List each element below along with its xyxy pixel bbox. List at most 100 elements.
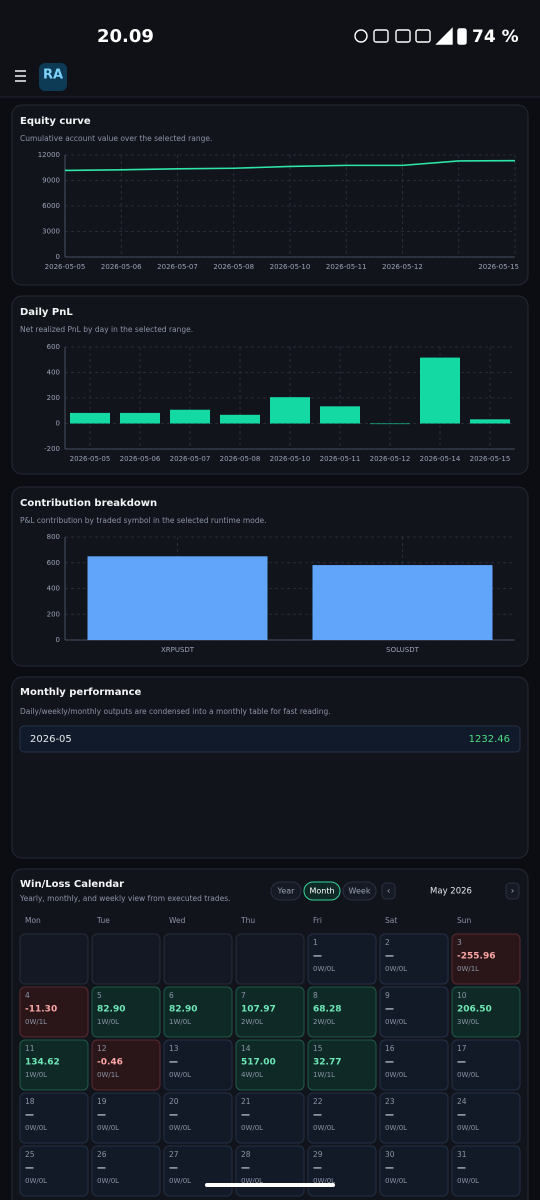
calendar-cell[interactable] (163, 986, 233, 1038)
logo-text: RA (43, 68, 63, 83)
calendar-cell[interactable] (451, 933, 521, 985)
calendar-cell[interactable] (19, 1145, 89, 1197)
cell-day: 3 (457, 938, 462, 947)
card-title: Equity curve (20, 116, 91, 127)
cell-day: 6 (169, 991, 174, 1000)
calendar-cell[interactable] (307, 1039, 377, 1091)
cell-pnl: — (385, 1111, 394, 1121)
cell-day: 5 (97, 991, 102, 1000)
calendar-cell[interactable] (451, 986, 521, 1038)
cell-pnl: -0.46 (97, 1058, 123, 1068)
bar (120, 412, 160, 424)
calendar-cell[interactable] (451, 1145, 521, 1197)
cell-pnl: — (313, 1164, 322, 1174)
bar (70, 412, 110, 424)
y-tick-label: 12000 (38, 151, 60, 159)
calendar-cell[interactable] (307, 933, 377, 985)
calendar-cell[interactable] (91, 1039, 161, 1091)
y-tick-label: 3000 (42, 228, 60, 236)
cell-pnl: — (385, 1005, 394, 1015)
cell-record: 0W/0L (313, 1124, 335, 1132)
cell-pnl: 82.90 (97, 1005, 125, 1015)
cell-pnl: — (169, 1164, 178, 1174)
cell-day: 11 (25, 1044, 35, 1053)
calendar-cell[interactable] (451, 1092, 521, 1144)
view-button[interactable] (342, 881, 377, 901)
cell-record: 0W/0L (169, 1177, 191, 1185)
signal-icon (435, 27, 453, 45)
prev-button[interactable] (381, 882, 396, 900)
card-subtitle: Yearly, monthly, and weekly view from ex… (19, 894, 231, 903)
cell-record: 0W/0L (169, 1071, 191, 1079)
calendar-cell[interactable] (379, 933, 449, 985)
cell-pnl: — (97, 1164, 106, 1174)
calendar-cell[interactable] (91, 1145, 161, 1197)
card-title: Contribution breakdown (20, 498, 157, 509)
calendar-cell[interactable] (235, 986, 305, 1038)
y-tick-label: 0 (56, 420, 60, 428)
cell-record: 0W/0L (385, 1071, 407, 1079)
calendar-empty-cell (91, 933, 161, 985)
cell-day: 19 (97, 1097, 107, 1106)
auto-icon (373, 29, 389, 43)
month-value: 1232.46 (469, 734, 510, 745)
cell-record: 0W/0L (457, 1071, 479, 1079)
calendar-cell[interactable] (163, 1039, 233, 1091)
calendar-cell[interactable] (307, 986, 377, 1038)
cell-day: 16 (385, 1044, 395, 1053)
cell-day: 2 (385, 938, 390, 947)
cell-day: 24 (457, 1097, 467, 1106)
calendar-cell[interactable] (19, 1092, 89, 1144)
view-button[interactable] (303, 881, 341, 901)
cell-record: 0W/0L (25, 1177, 47, 1185)
cell-record: 0W/1L (97, 1071, 119, 1079)
calendar-cell[interactable] (19, 986, 89, 1038)
calendar-cell[interactable] (19, 1039, 89, 1091)
cell-pnl: — (97, 1111, 106, 1121)
calendar-cell[interactable] (379, 1145, 449, 1197)
menu-button[interactable] (15, 70, 26, 82)
cell-record: 0W/1L (25, 1018, 47, 1026)
y-tick-label: 9000 (42, 177, 60, 185)
cell-record: 0W/0L (313, 965, 335, 973)
x-tick-label: 2026-05-11 (326, 263, 367, 271)
cell-day: 23 (385, 1097, 395, 1106)
cell-pnl: — (457, 1164, 466, 1174)
cell-pnl: — (25, 1111, 34, 1121)
cell-pnl: 134.62 (25, 1058, 60, 1068)
x-tick-label: 2026-05-12 (382, 263, 423, 271)
calendar-cell[interactable] (163, 1092, 233, 1144)
logo-box[interactable] (39, 63, 67, 91)
status-time: 20.09 (97, 26, 154, 47)
calendar-cell[interactable] (379, 1039, 449, 1091)
card-subtitle: Net realized PnL by day in the selected … (20, 325, 193, 334)
card (11, 295, 529, 475)
cell-record: 0W/0L (313, 1177, 335, 1185)
calendar-cell[interactable] (379, 986, 449, 1038)
cell-pnl: 32.77 (313, 1058, 341, 1068)
view-button[interactable] (270, 881, 302, 901)
cell-pnl: — (457, 1058, 466, 1068)
y-tick-label: 200 (47, 394, 60, 402)
cell-record: 0W/0L (241, 1124, 263, 1132)
x-tick-label: 2026-05-06 (120, 455, 161, 463)
calendar-cell[interactable] (235, 1092, 305, 1144)
calendar-cell[interactable] (91, 986, 161, 1038)
next-button[interactable] (505, 882, 520, 900)
cell-pnl: -11.30 (25, 1005, 57, 1015)
cell-day: 9 (385, 991, 390, 1000)
cell-pnl: -255.96 (457, 952, 495, 962)
cell-day: 20 (169, 1097, 179, 1106)
calendar-cell[interactable] (307, 1092, 377, 1144)
x-tick-label: 2026-05-08 (220, 455, 261, 463)
calendar-cell[interactable] (451, 1039, 521, 1091)
calendar-cell[interactable] (379, 1092, 449, 1144)
y-tick-label: 400 (47, 585, 60, 593)
view-label: Month (309, 887, 334, 896)
cell-pnl: — (169, 1058, 178, 1068)
calendar-cell[interactable] (235, 1039, 305, 1091)
cell-day: 21 (241, 1097, 251, 1106)
calendar-cell[interactable] (91, 1092, 161, 1144)
y-tick-label: 200 (47, 610, 60, 618)
network-icon (415, 29, 431, 43)
